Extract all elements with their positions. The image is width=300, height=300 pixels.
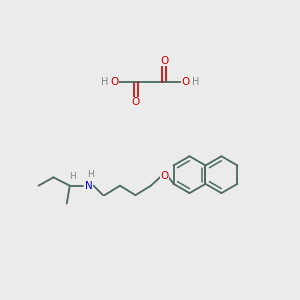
Text: O: O xyxy=(160,171,168,181)
Text: O: O xyxy=(181,76,189,87)
Text: H: H xyxy=(69,172,76,181)
Text: O: O xyxy=(111,76,119,87)
Text: H: H xyxy=(192,76,199,87)
Text: O: O xyxy=(132,98,140,107)
Text: O: O xyxy=(160,56,168,66)
Text: H: H xyxy=(101,76,108,87)
Text: H: H xyxy=(87,170,94,179)
Text: N: N xyxy=(85,181,93,191)
